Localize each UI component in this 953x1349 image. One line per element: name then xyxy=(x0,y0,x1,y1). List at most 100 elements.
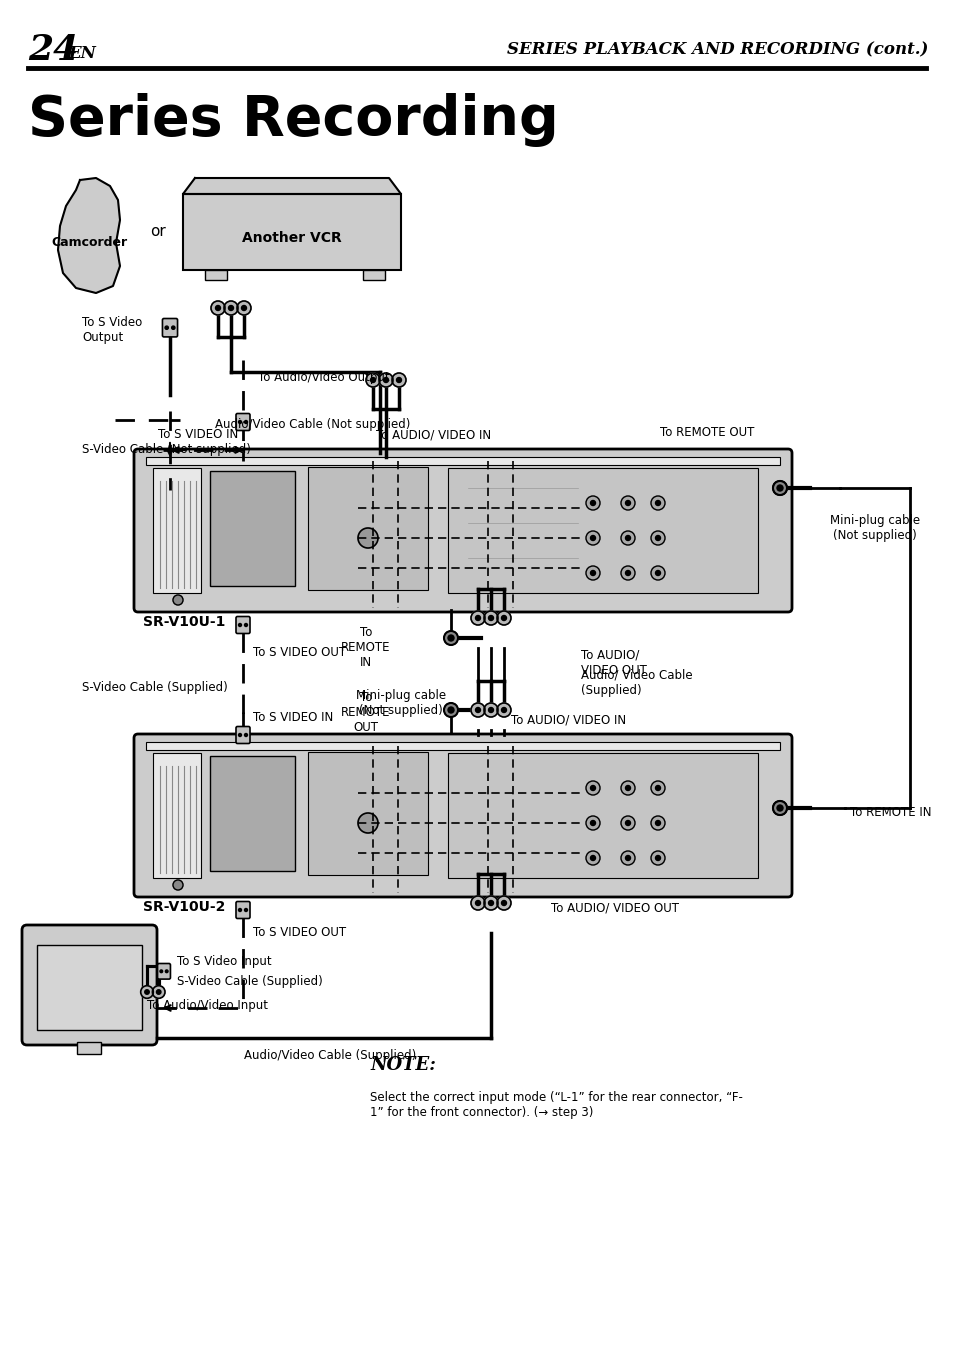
FancyBboxPatch shape xyxy=(133,449,791,612)
Circle shape xyxy=(620,532,635,545)
Circle shape xyxy=(650,851,664,865)
Text: To S VIDEO OUT: To S VIDEO OUT xyxy=(253,927,346,939)
Text: To Audio/Video Output: To Audio/Video Output xyxy=(257,371,389,384)
Circle shape xyxy=(772,801,786,815)
Circle shape xyxy=(443,631,457,645)
Circle shape xyxy=(650,532,664,545)
Circle shape xyxy=(501,615,506,621)
Circle shape xyxy=(501,707,506,712)
Circle shape xyxy=(172,326,174,329)
Circle shape xyxy=(620,567,635,580)
Circle shape xyxy=(625,536,630,541)
FancyBboxPatch shape xyxy=(210,755,294,871)
Circle shape xyxy=(655,855,659,861)
FancyBboxPatch shape xyxy=(146,742,780,750)
Circle shape xyxy=(585,851,599,865)
Circle shape xyxy=(585,496,599,510)
FancyBboxPatch shape xyxy=(205,270,227,281)
FancyBboxPatch shape xyxy=(448,468,758,594)
Text: To AUDIO/
VIDEO OUT: To AUDIO/ VIDEO OUT xyxy=(580,649,646,677)
Text: SR-V10U-1: SR-V10U-1 xyxy=(143,615,225,629)
Text: To
REMOTE
OUT: To REMOTE OUT xyxy=(341,692,391,734)
Circle shape xyxy=(650,567,664,580)
Circle shape xyxy=(497,611,511,625)
Circle shape xyxy=(590,571,595,576)
Circle shape xyxy=(488,901,493,905)
Circle shape xyxy=(172,595,183,604)
Circle shape xyxy=(488,615,493,621)
Circle shape xyxy=(625,785,630,791)
Circle shape xyxy=(211,301,225,316)
Text: To REMOTE IN: To REMOTE IN xyxy=(849,807,930,819)
Text: To AUDIO/ VIDEO IN: To AUDIO/ VIDEO IN xyxy=(511,714,625,727)
Circle shape xyxy=(655,820,659,826)
FancyBboxPatch shape xyxy=(448,753,758,878)
Circle shape xyxy=(160,970,162,973)
Circle shape xyxy=(378,374,393,387)
Circle shape xyxy=(152,986,165,998)
Text: NOTE:: NOTE: xyxy=(370,1056,436,1074)
Circle shape xyxy=(236,301,251,316)
Circle shape xyxy=(620,816,635,830)
Circle shape xyxy=(140,986,153,998)
Circle shape xyxy=(620,496,635,510)
Circle shape xyxy=(585,781,599,795)
Circle shape xyxy=(366,374,379,387)
Text: Audio/Video Cable (Not supplied): Audio/Video Cable (Not supplied) xyxy=(214,418,410,432)
Text: Series Recording: Series Recording xyxy=(28,93,558,147)
Text: To S VIDEO IN: To S VIDEO IN xyxy=(157,429,237,441)
Circle shape xyxy=(229,305,233,310)
FancyBboxPatch shape xyxy=(308,467,428,590)
FancyBboxPatch shape xyxy=(152,753,201,878)
Circle shape xyxy=(448,635,454,641)
Circle shape xyxy=(238,623,241,626)
Circle shape xyxy=(475,707,480,712)
Circle shape xyxy=(590,500,595,506)
Circle shape xyxy=(655,785,659,791)
FancyBboxPatch shape xyxy=(146,457,780,465)
Circle shape xyxy=(215,305,220,310)
Circle shape xyxy=(625,500,630,506)
Circle shape xyxy=(650,781,664,795)
Text: S-Video Cable (Supplied): S-Video Cable (Supplied) xyxy=(82,681,228,695)
Circle shape xyxy=(448,707,454,714)
Text: S-Video Cable (Supplied): S-Video Cable (Supplied) xyxy=(177,975,322,989)
Text: To AUDIO/ VIDEO IN: To AUDIO/ VIDEO IN xyxy=(375,429,491,441)
Circle shape xyxy=(244,623,247,626)
FancyBboxPatch shape xyxy=(235,414,250,430)
Circle shape xyxy=(244,734,247,737)
Circle shape xyxy=(585,532,599,545)
Circle shape xyxy=(396,378,401,383)
FancyBboxPatch shape xyxy=(22,925,157,1045)
Text: Audio/Video Cable (Supplied): Audio/Video Cable (Supplied) xyxy=(244,1048,416,1062)
Text: SERIES PLAYBACK AND RECORDING (cont.): SERIES PLAYBACK AND RECORDING (cont.) xyxy=(506,42,927,58)
FancyBboxPatch shape xyxy=(162,318,177,337)
FancyBboxPatch shape xyxy=(133,734,791,897)
Circle shape xyxy=(655,500,659,506)
Circle shape xyxy=(590,820,595,826)
FancyBboxPatch shape xyxy=(210,471,294,585)
Text: To S Video
Output: To S Video Output xyxy=(82,316,142,344)
Circle shape xyxy=(625,855,630,861)
Text: To S Video Input: To S Video Input xyxy=(177,955,272,969)
Circle shape xyxy=(172,880,183,890)
FancyBboxPatch shape xyxy=(235,727,250,743)
Text: or: or xyxy=(150,224,166,240)
FancyBboxPatch shape xyxy=(235,901,250,919)
Circle shape xyxy=(590,855,595,861)
Circle shape xyxy=(497,703,511,718)
Circle shape xyxy=(244,421,247,424)
Circle shape xyxy=(655,571,659,576)
Text: EN: EN xyxy=(68,46,95,62)
Circle shape xyxy=(585,567,599,580)
Text: To AUDIO/ VIDEO OUT: To AUDIO/ VIDEO OUT xyxy=(551,901,679,915)
Circle shape xyxy=(471,896,484,911)
Circle shape xyxy=(585,816,599,830)
Polygon shape xyxy=(183,178,400,194)
Circle shape xyxy=(620,781,635,795)
Circle shape xyxy=(224,301,237,316)
Circle shape xyxy=(165,970,168,973)
Circle shape xyxy=(497,896,511,911)
Text: Another VCR: Another VCR xyxy=(242,231,341,246)
Circle shape xyxy=(772,482,786,495)
